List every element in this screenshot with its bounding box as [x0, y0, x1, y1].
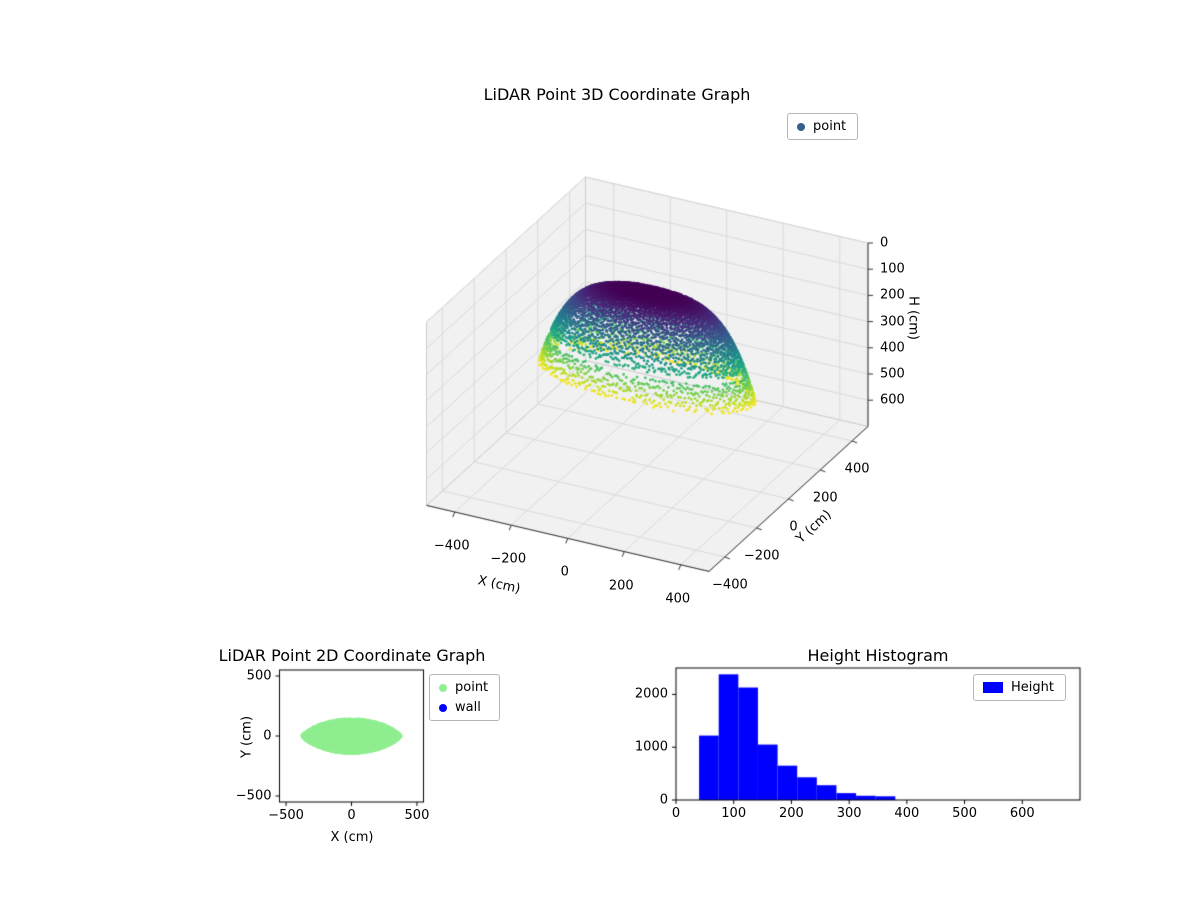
legend-label-point: point	[455, 680, 489, 695]
plot3d-x-tick-label: −400	[433, 538, 470, 554]
plot3d-x-tick-label: 400	[665, 591, 691, 607]
plot2d-x-tick-label: 0	[347, 808, 356, 823]
histogram-title: Height Histogram	[807, 646, 949, 665]
plot3d-x-tick-label: −200	[490, 551, 527, 567]
plot2d-y-tick-label: 0	[263, 728, 272, 744]
histogram-x-tick-label: 200	[779, 806, 804, 821]
plot3d-y-tick-label: 0	[789, 519, 798, 535]
plot3d-z-tick-label: 200	[880, 287, 905, 303]
histogram-x-tick-label: 100	[721, 806, 747, 821]
plot3d-y-tick-label: 200	[812, 490, 838, 506]
point-marker-icon	[797, 122, 805, 131]
legend-label-point: point	[813, 119, 847, 134]
plot3d-z-tick-label: 600	[880, 392, 905, 408]
legend-entry-height: Height	[983, 680, 1054, 695]
plot3d-z-tick-label: 400	[880, 340, 905, 356]
plot2d-xlabel: X (cm)	[330, 830, 374, 845]
plot3d-z-tick-label: 300	[880, 314, 905, 330]
plot3d-title: LiDAR Point 3D Coordinate Graph	[483, 85, 751, 104]
legend-label-wall: wall	[455, 700, 481, 715]
plot3d-x-tick-label: 200	[608, 578, 634, 594]
plot2d-title: LiDAR Point 2D Coordinate Graph	[218, 646, 486, 665]
plot2d-y-tick-label: 500	[246, 668, 272, 684]
plot3d-zlabel: H (cm)	[905, 296, 921, 340]
legend-label-height: Height	[1011, 680, 1054, 695]
plot2d-ylabel: Y (cm)	[239, 715, 255, 759]
legend-entry-wall: wall	[439, 700, 488, 715]
plot2d-y-tick-label: −500	[235, 788, 272, 804]
histogram-y-tick-label: 0	[659, 792, 668, 808]
wall-marker-icon	[439, 703, 447, 712]
plot2d-x-tick-label: 500	[404, 808, 430, 823]
legend-entry-point: point	[797, 119, 846, 134]
plot2d-x-tick-label: −500	[268, 808, 304, 823]
plot3d-z-tick-label: 500	[880, 366, 905, 382]
legend-entry-point: point	[439, 680, 488, 695]
histogram-y-tick-label: 1000	[634, 739, 668, 755]
height-patch-icon	[983, 682, 1003, 693]
plot3d-z-tick-label: 100	[880, 261, 905, 277]
histogram-x-tick-label: 300	[836, 806, 862, 821]
histogram-x-tick-label: 0	[671, 806, 681, 821]
point-marker-icon	[439, 683, 447, 692]
histogram-legend: Height	[973, 674, 1066, 701]
plot3d-x-tick-label: 0	[560, 564, 569, 580]
histogram-x-tick-label: 400	[894, 806, 920, 821]
plot3d-y-tick-label: −400	[712, 577, 748, 593]
histogram-y-tick-label: 2000	[634, 686, 668, 702]
histogram-x-tick-label: 600	[1009, 806, 1035, 821]
plot2d-legend: point wall	[429, 674, 501, 721]
plot3d-legend: point	[787, 113, 859, 140]
histogram-x-tick-label: 500	[952, 806, 977, 821]
plot3d-y-tick-label: −200	[743, 548, 780, 564]
plot3d-y-tick-label: 400	[844, 461, 870, 477]
plot3d-z-tick-label: 0	[880, 235, 889, 251]
